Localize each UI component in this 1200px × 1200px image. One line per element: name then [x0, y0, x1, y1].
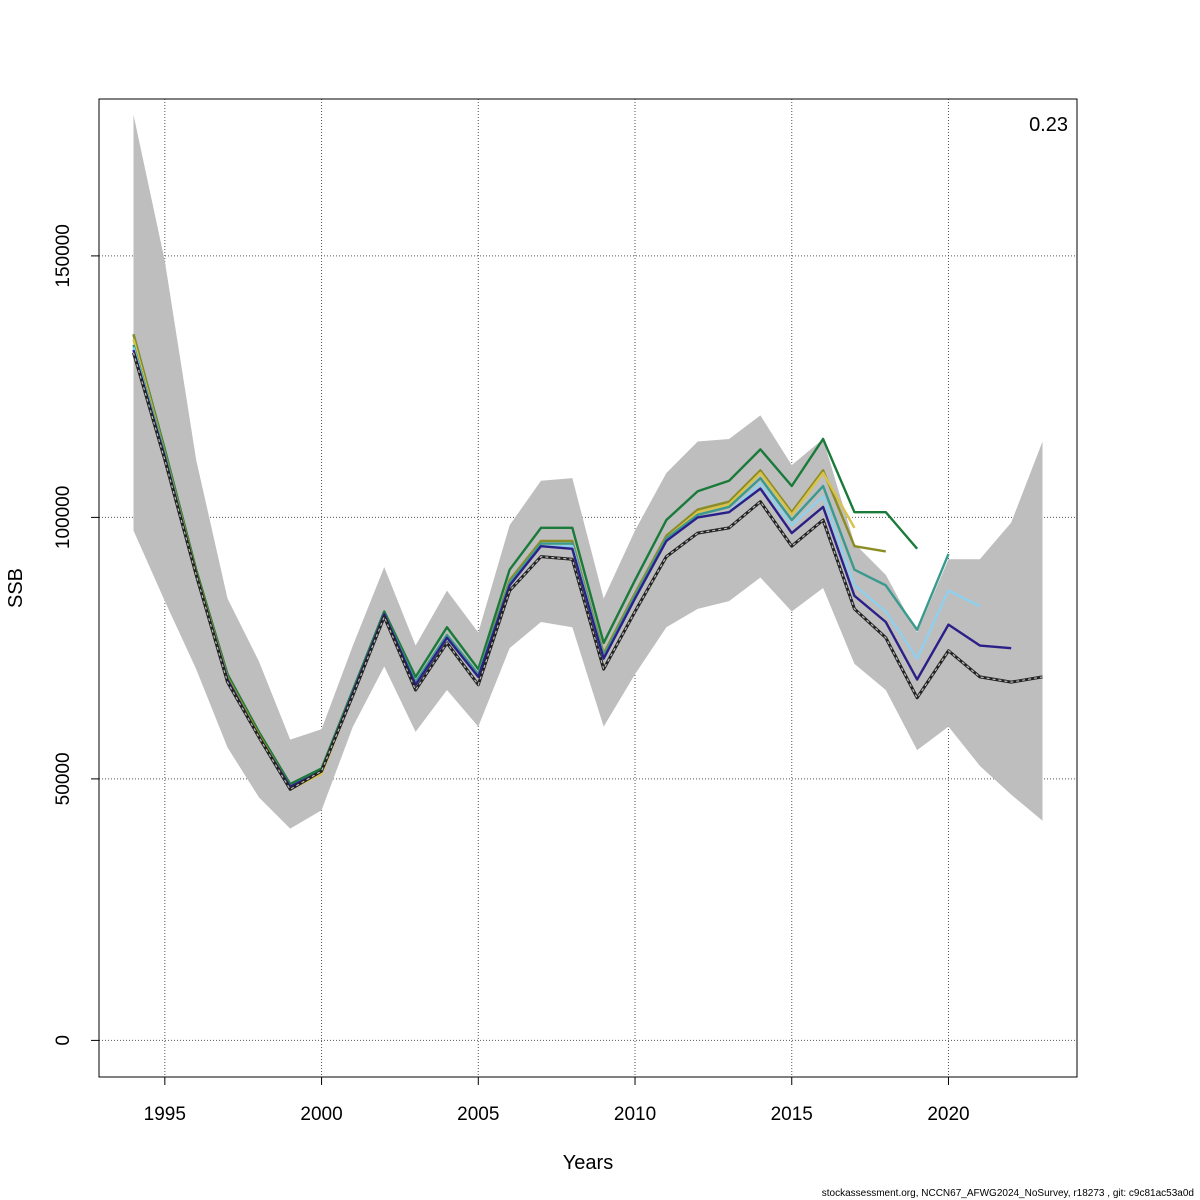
confidence-band — [133, 114, 1043, 829]
y-tick-label-0: 0 — [53, 1035, 74, 1046]
y-axis-title: SSB — [5, 568, 27, 608]
x-tick-label-4: 2015 — [771, 1104, 813, 1125]
x-tick-label-3: 2010 — [614, 1104, 656, 1125]
footer-credit: stockassessment.org, NCCN67_AFWG2024_NoS… — [822, 1188, 1194, 1199]
series-group — [132, 334, 1043, 791]
y-tick-label-1: 50000 — [53, 752, 74, 805]
x-axis: 1995 2000 2005 2010 2015 2020 — [144, 1076, 970, 1125]
corner-annotation: 0.23 — [1029, 114, 1068, 136]
x-tick-label-2: 2005 — [457, 1104, 499, 1125]
series-line-6-dash — [132, 352, 1043, 791]
series-line-0 — [132, 334, 919, 786]
x-tick-label-1: 2000 — [300, 1104, 342, 1125]
ci-band-group — [133, 114, 1043, 829]
y-tick-label-2: 100000 — [53, 486, 74, 549]
x-tick-label-5: 2020 — [927, 1104, 969, 1125]
x-axis-title: Years — [563, 1152, 613, 1174]
y-axis: 0 50000 100000 150000 — [53, 224, 99, 1046]
y-tick-label-3: 150000 — [53, 224, 74, 287]
x-tick-label-0: 1995 — [144, 1104, 186, 1125]
